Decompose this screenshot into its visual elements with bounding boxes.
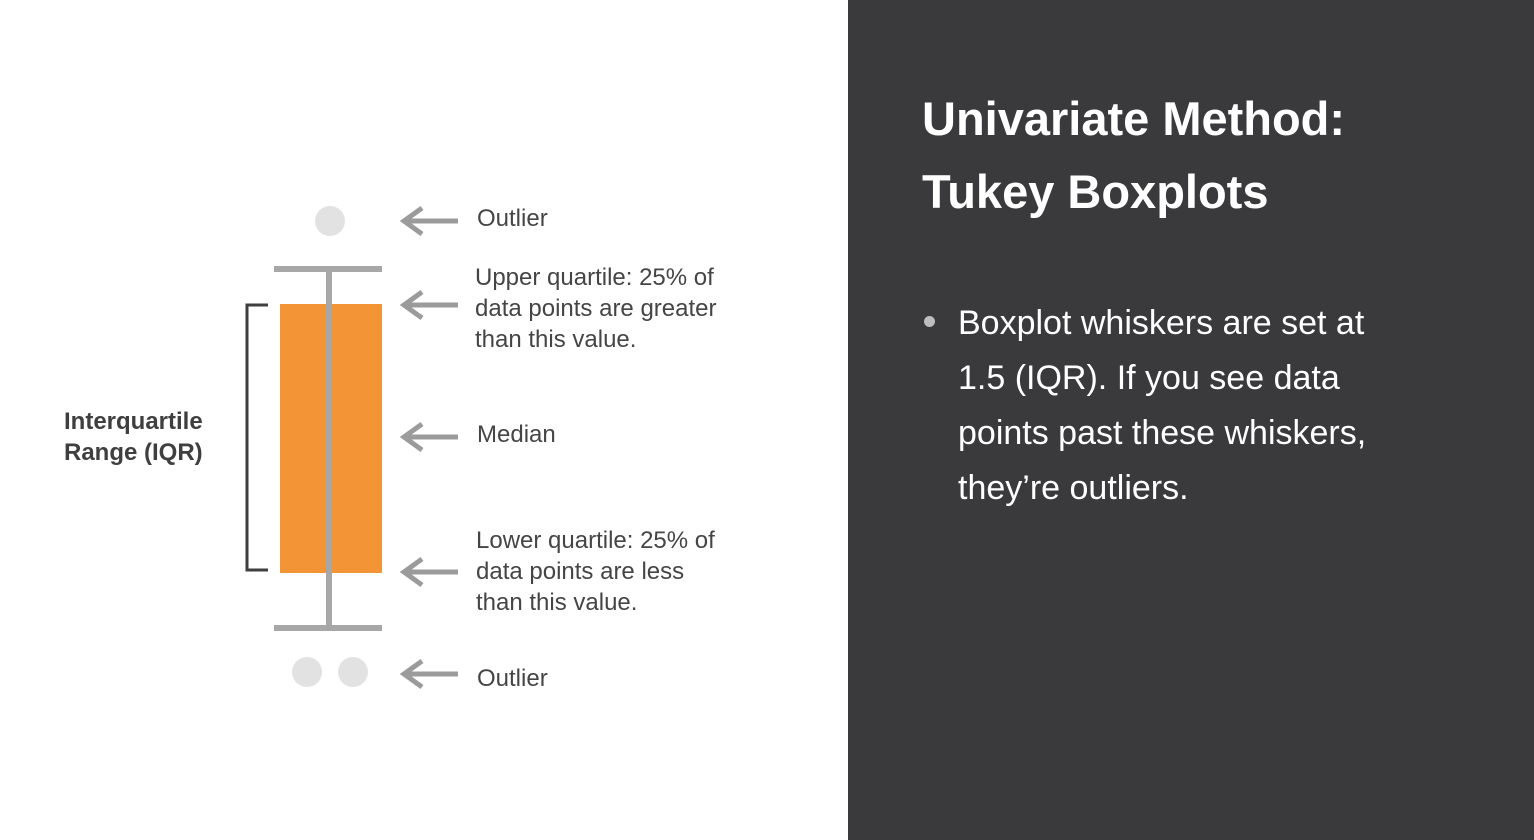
- bullet-line: 1.5 (IQR). If you see data: [958, 359, 1340, 397]
- outlier-dot-bottom-right: [338, 657, 368, 687]
- upper-quartile-line: data points are greater: [475, 295, 717, 322]
- diagram-panel: Interquartile Range (IQR) Outlier Upper …: [64, 205, 717, 692]
- median-label: Median: [477, 421, 556, 448]
- lower-quartile-line: data points are less: [476, 558, 685, 585]
- outlier-dot-bottom-left: [292, 657, 322, 687]
- iqr-label-line: Range (IQR): [64, 439, 203, 466]
- upper-quartile-line: Upper quartile: 25% of: [475, 264, 714, 291]
- bullet-dot-icon: [924, 316, 935, 327]
- lower-quartile-label: Lower quartile: 25% of data points are l…: [476, 525, 715, 618]
- outlier-bottom-label: Outlier: [477, 665, 548, 692]
- bullet-list: Boxplot whiskers are set at 1.5 (IQR). I…: [924, 296, 1478, 516]
- outlier-dot-top: [315, 206, 345, 236]
- bullet-line: Boxplot whiskers are set at: [958, 304, 1365, 342]
- lower-quartile-line: than this value.: [476, 589, 638, 616]
- iqr-label-line: Interquartile: [64, 408, 203, 435]
- bullet-item: Boxplot whiskers are set at 1.5 (IQR). I…: [924, 296, 1478, 516]
- text-panel: [848, 0, 1534, 840]
- iqr-bracket: [245, 303, 268, 572]
- slide-title-line: Tukey Boxplots: [922, 165, 1269, 218]
- bullet-line: they’re outliers.: [958, 469, 1189, 507]
- slide-title-line: Univariate Method:: [922, 92, 1346, 145]
- bullet-line: points past these whiskers,: [958, 414, 1367, 452]
- arrow-upper-quartile-icon: [399, 289, 458, 321]
- upper-quartile-line: than this value.: [475, 326, 637, 353]
- lower-quartile-line: Lower quartile: 25% of: [476, 527, 715, 554]
- upper-quartile-label: Upper quartile: 25% of data points are g…: [475, 262, 717, 355]
- iqr-label: Interquartile Range (IQR): [64, 406, 244, 468]
- slide-title: Univariate Method: Tukey Boxplots: [922, 82, 1345, 228]
- arrow-lower-quartile-icon: [399, 556, 458, 588]
- boxplot-diagram: [245, 205, 458, 690]
- arrow-median-icon: [399, 421, 458, 453]
- outlier-top-label: Outlier: [477, 205, 548, 232]
- arrow-outlier-bottom-icon: [399, 658, 458, 690]
- arrow-outlier-top-icon: [399, 205, 458, 237]
